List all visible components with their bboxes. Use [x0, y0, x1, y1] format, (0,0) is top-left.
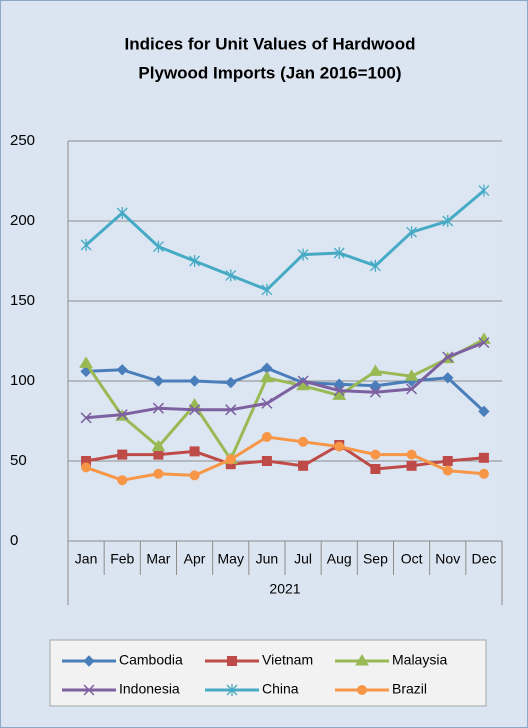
marker — [369, 386, 381, 398]
legend-label: China — [262, 681, 299, 697]
marker — [261, 283, 273, 296]
marker — [151, 439, 166, 452]
marker — [189, 470, 200, 481]
y-tick-label: 50 — [10, 452, 27, 469]
x-axis-label: 2021 — [269, 581, 300, 597]
marker — [370, 464, 381, 474]
marker — [261, 456, 272, 466]
marker — [117, 449, 128, 460]
marker — [80, 412, 92, 424]
x-tick-label: Apr — [184, 551, 206, 567]
marker — [406, 383, 418, 395]
series-line — [84, 338, 485, 463]
marker — [116, 207, 128, 219]
marker — [188, 375, 201, 387]
legend-label: Indonesia — [119, 681, 180, 697]
x-tick-label: Dec — [471, 551, 496, 567]
marker — [116, 364, 128, 376]
marker — [116, 409, 128, 421]
marker — [189, 446, 200, 457]
x-tick-label: Sep — [363, 551, 388, 567]
marker — [478, 468, 489, 479]
y-tick-label: 250 — [10, 132, 35, 149]
series-line — [85, 435, 485, 482]
marker — [261, 432, 272, 442]
marker — [368, 364, 383, 376]
marker — [298, 460, 309, 471]
y-tick-label: 100 — [10, 372, 35, 389]
series-line — [85, 189, 485, 292]
marker — [189, 404, 201, 416]
marker — [81, 462, 92, 473]
marker — [478, 452, 489, 463]
marker — [478, 337, 490, 349]
marker — [153, 449, 164, 460]
legend-label: Malaysia — [392, 652, 447, 668]
series-line — [85, 341, 485, 420]
marker — [226, 684, 238, 696]
marker — [79, 356, 93, 368]
series-line — [85, 443, 485, 471]
marker — [442, 372, 454, 384]
marker — [297, 248, 309, 261]
marker — [406, 226, 418, 239]
marker — [225, 404, 237, 416]
marker — [261, 397, 273, 409]
marker — [355, 654, 369, 666]
x-tick-label: Nov — [435, 551, 460, 567]
marker — [442, 351, 454, 363]
marker — [225, 454, 236, 465]
x-tick-label: Aug — [327, 551, 352, 567]
x-tick-label: Jan — [75, 551, 98, 567]
y-tick-label: 0 — [10, 532, 18, 549]
marker — [406, 449, 417, 460]
marker — [333, 385, 345, 397]
marker — [333, 247, 345, 259]
x-tick-label: Jul — [294, 551, 312, 567]
y-tick-label: 200 — [10, 212, 35, 229]
x-tick-label: May — [218, 551, 244, 567]
marker — [152, 402, 164, 414]
chart-title: Plywood Imports (Jan 2016=100) — [138, 63, 401, 82]
plot-area — [68, 141, 502, 541]
marker — [80, 239, 92, 251]
marker — [83, 684, 95, 696]
chart-title: Indices for Unit Values of Hardwood — [125, 34, 416, 53]
marker — [370, 449, 381, 460]
x-tick-label: Mar — [146, 551, 170, 567]
marker — [478, 405, 490, 418]
x-tick-label: Oct — [401, 551, 423, 567]
marker — [260, 370, 274, 383]
marker — [357, 685, 367, 695]
x-tick-label: Jun — [256, 551, 279, 567]
marker — [117, 475, 128, 486]
marker — [478, 184, 490, 197]
marker — [152, 375, 165, 387]
marker — [152, 240, 164, 253]
marker — [404, 369, 419, 381]
marker — [153, 468, 164, 479]
marker — [225, 269, 237, 282]
legend-label: Vietnam — [262, 652, 313, 668]
marker — [442, 456, 453, 466]
x-tick-label: Feb — [110, 551, 134, 567]
marker — [189, 255, 201, 267]
marker — [406, 460, 417, 471]
marker — [369, 259, 381, 272]
y-tick-label: 150 — [10, 292, 35, 309]
marker — [227, 656, 237, 666]
marker — [225, 376, 237, 389]
marker — [442, 465, 453, 476]
marker — [297, 375, 309, 387]
marker — [442, 215, 454, 227]
marker — [298, 436, 309, 447]
marker — [83, 655, 95, 667]
legend-label: Cambodia — [119, 652, 183, 668]
legend — [49, 639, 487, 707]
legend-label: Brazil — [392, 681, 427, 697]
marker — [334, 441, 345, 452]
